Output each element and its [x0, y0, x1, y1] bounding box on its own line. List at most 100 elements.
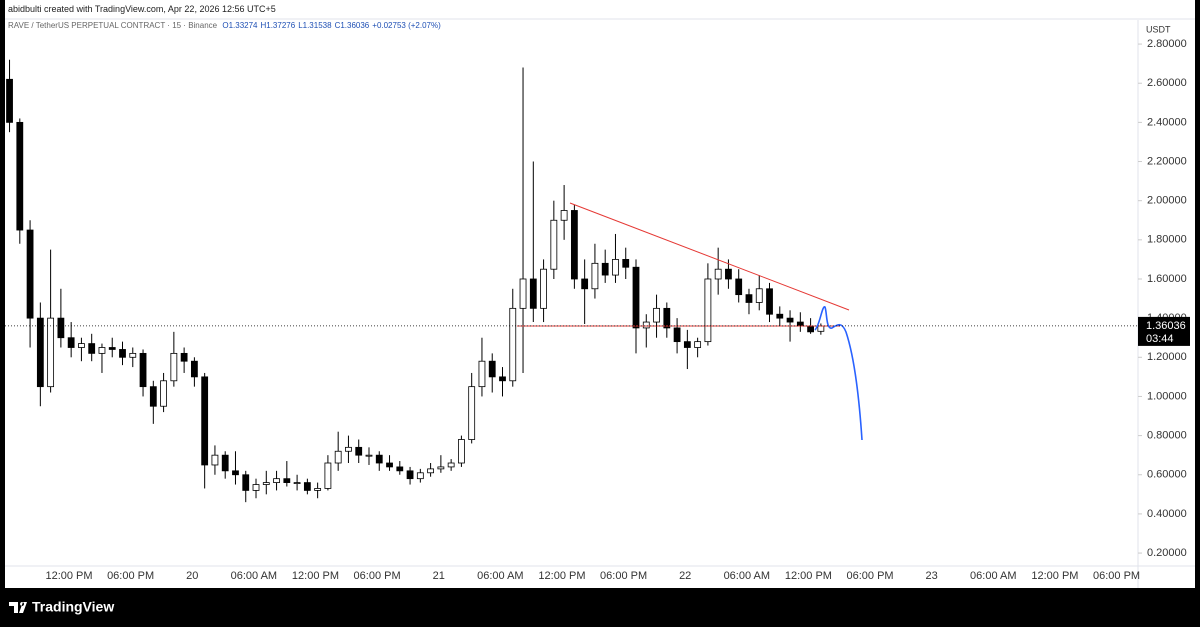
- candle-body: [375, 454, 383, 464]
- x-tick-label: 06:00 PM: [847, 570, 894, 582]
- x-tick-label: 22: [679, 570, 691, 582]
- x-tick-label: 06:00 PM: [600, 570, 647, 582]
- candle-body: [447, 462, 455, 468]
- candle-body: [36, 317, 44, 388]
- candle-body: [776, 313, 784, 319]
- candle-body: [673, 327, 681, 343]
- candle-body: [108, 347, 116, 350]
- candle-body: [78, 343, 85, 348]
- candle-body: [540, 268, 547, 309]
- candle-body: [47, 317, 55, 388]
- y-tick-label: 2.20000: [1147, 155, 1187, 167]
- candle-body: [16, 121, 24, 231]
- x-tick-label: 20: [186, 570, 198, 582]
- candle-body: [386, 462, 393, 468]
- y-tick-label: 2.00000: [1147, 195, 1187, 207]
- candle-body: [694, 341, 702, 348]
- candle-body: [129, 352, 137, 358]
- candle-body: [190, 360, 198, 378]
- candle-body: [170, 352, 178, 382]
- y-tick-label: 0.40000: [1147, 508, 1187, 520]
- candle-body: [519, 278, 527, 309]
- candle-body: [98, 347, 106, 354]
- y-tick-label: 0.60000: [1147, 469, 1187, 481]
- candle-body: [488, 360, 496, 378]
- candle-body: [653, 307, 660, 323]
- candle-body: [817, 325, 825, 332]
- candle-body: [458, 439, 465, 464]
- candle-body: [807, 325, 814, 333]
- ohlc-value: H1.37276: [260, 21, 296, 30]
- candle-body: [355, 446, 363, 456]
- candle-body: [262, 482, 270, 485]
- candle-body: [550, 219, 558, 270]
- candle-body: [725, 268, 732, 280]
- candle-body: [242, 474, 250, 491]
- projection-curve: [814, 306, 863, 441]
- candle-body: [283, 478, 291, 483]
- y-tick-label: 1.80000: [1147, 234, 1187, 246]
- x-tick-label: 06:00 AM: [231, 570, 277, 582]
- candle-body: [786, 317, 794, 323]
- x-tick-label: 12:00 PM: [785, 570, 832, 582]
- x-tick-label: 12:00 PM: [45, 570, 92, 582]
- candle-body: [252, 484, 260, 491]
- candle-body: [632, 266, 640, 329]
- candle-body: [663, 307, 671, 329]
- candle-body: [601, 262, 609, 276]
- candle-body: [67, 337, 75, 348]
- x-tick-label: 21: [433, 570, 445, 582]
- candle-body: [642, 321, 650, 329]
- y-tick-label: 2.60000: [1147, 77, 1187, 89]
- ohlc-value: O1.33274: [222, 21, 258, 30]
- candle-body: [303, 482, 311, 491]
- candle-body: [704, 278, 712, 343]
- y-tick-label: 1.00000: [1147, 390, 1187, 402]
- candle-body: [499, 376, 506, 382]
- candle-body: [345, 446, 352, 452]
- x-tick-label: 06:00 AM: [724, 570, 770, 582]
- candle-body: [119, 349, 126, 358]
- candle-body: [139, 352, 147, 388]
- last-price-box: [1138, 316, 1190, 346]
- candle-body: [437, 466, 445, 470]
- x-tick-label: 23: [926, 570, 938, 582]
- candle-body: [396, 466, 404, 472]
- y-tick-label: 2.80000: [1147, 38, 1187, 50]
- candle-body: [570, 210, 578, 280]
- candle-body: [796, 321, 804, 327]
- candle-body: [468, 386, 476, 440]
- chart-background: [5, 0, 1195, 588]
- y-tick-label: 1.20000: [1147, 351, 1187, 363]
- candle-body: [509, 307, 517, 382]
- candle-body: [735, 278, 743, 296]
- candle-body: [612, 259, 619, 276]
- candle-body: [211, 454, 219, 466]
- candle-body: [581, 278, 589, 290]
- candle-body: [324, 462, 332, 489]
- x-tick-label: 06:00 AM: [970, 570, 1016, 582]
- candle-body: [273, 478, 280, 483]
- candle-body: [714, 268, 722, 280]
- y-tick-label: 0.20000: [1147, 547, 1187, 559]
- caption: abidbulti created with TradingView.com, …: [8, 4, 276, 14]
- x-tick-label: 12:00 PM: [1031, 570, 1078, 582]
- symbol-title: RAVE / TetherUS PERPETUAL CONTRACT · 15 …: [8, 21, 218, 30]
- candle-body: [88, 343, 96, 354]
- candle-body: [591, 262, 599, 290]
- ohlc-value: L1.31538: [298, 21, 332, 30]
- candles: [6, 59, 825, 503]
- candle-body: [201, 376, 209, 466]
- last-price-label: 1.36036: [1146, 320, 1186, 332]
- footer: [0, 588, 1200, 627]
- countdown: 03:44: [1146, 333, 1174, 345]
- x-tick-label: 06:00 PM: [107, 570, 154, 582]
- candle-body: [6, 78, 13, 123]
- candle-body: [232, 470, 239, 476]
- brand: TradingView: [32, 599, 114, 615]
- x-tick-label: 12:00 PM: [538, 570, 585, 582]
- y-tick-label: 2.40000: [1147, 116, 1187, 128]
- candle-body: [683, 341, 691, 348]
- candle-body: [149, 386, 157, 407]
